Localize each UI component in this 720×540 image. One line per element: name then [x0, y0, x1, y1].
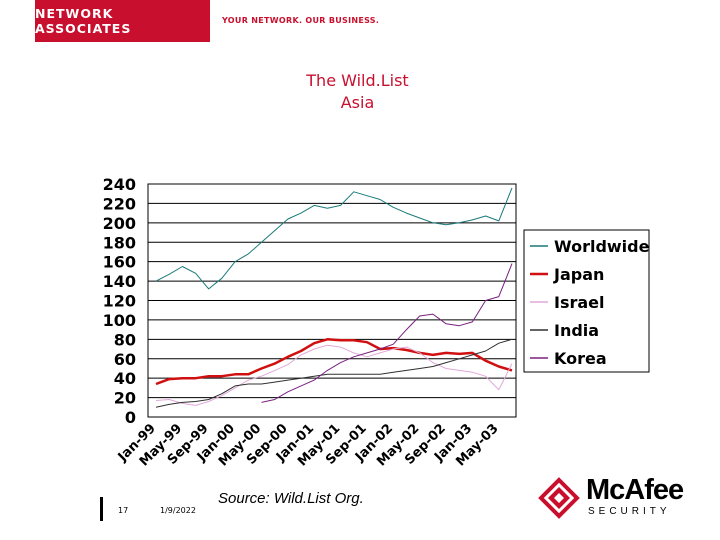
mcafee-shield-icon: [538, 477, 580, 519]
y-tick-label: 220: [103, 194, 136, 213]
series-line-india: [155, 338, 513, 408]
y-tick-label: 180: [103, 233, 136, 252]
y-tick-label: 80: [114, 330, 136, 349]
y-tick-label: 200: [103, 214, 136, 233]
legend-label-worldwide: Worldwide: [554, 237, 650, 256]
chart-subtitle: Asia: [340, 93, 375, 112]
y-tick-label: 40: [114, 369, 136, 388]
chart-title: The Wild.List: [306, 71, 409, 90]
source-note: Source: Wild.List Org.: [218, 490, 364, 507]
y-tick-label: 100: [103, 311, 136, 330]
y-tick-label: 240: [103, 175, 136, 194]
chart-title-block: The Wild.List Asia: [0, 70, 715, 114]
header-brand-bar: NETWORK ASSOCIATES: [35, 0, 210, 42]
header-tagline: YOUR NETWORK. OUR BUSINESS.: [222, 16, 380, 25]
mcafee-subtitle: SECURITY: [588, 506, 671, 517]
header-brand-text: NETWORK ASSOCIATES: [35, 6, 132, 36]
legend-label-japan: Japan: [553, 265, 604, 284]
slide-number: 17: [118, 506, 129, 515]
series-line-korea: [261, 263, 513, 403]
mcafee-wordmark: McAfee: [586, 474, 684, 506]
series-line-japan: [155, 338, 513, 386]
y-tick-label: 140: [103, 272, 136, 291]
y-tick-label: 120: [103, 292, 136, 311]
legend-label-korea: Korea: [554, 349, 607, 368]
series-line-worldwide: [155, 187, 513, 290]
legend-label-israel: Israel: [554, 293, 605, 312]
legend-label-india: India: [554, 321, 599, 340]
y-tick-label: 160: [103, 253, 136, 272]
footer-divider: [100, 497, 103, 521]
footer-date: 1/9/2022: [160, 506, 196, 515]
y-tick-label: 60: [114, 350, 136, 369]
series-line-israel: [155, 344, 513, 406]
plot-area-border: [147, 183, 517, 418]
legend-box: [523, 229, 650, 373]
y-tick-label: 0: [125, 408, 136, 427]
y-tick-label: 20: [114, 389, 136, 408]
